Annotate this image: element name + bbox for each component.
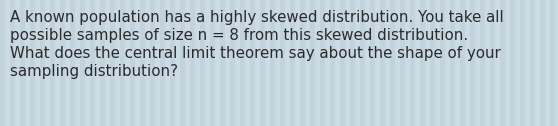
Text: What does the central limit theorem say about the shape of your: What does the central limit theorem say … <box>10 46 501 61</box>
Text: sampling distribution?: sampling distribution? <box>10 64 178 79</box>
Text: A known population has a highly skewed distribution. You take all: A known population has a highly skewed d… <box>10 10 504 25</box>
Text: possible samples of size n = 8 from this skewed distribution.: possible samples of size n = 8 from this… <box>10 28 468 43</box>
